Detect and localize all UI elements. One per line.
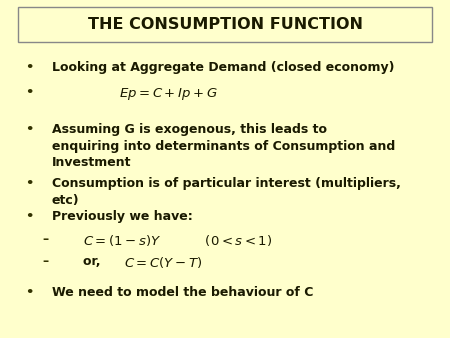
Text: •: • [25, 177, 33, 190]
Text: or,: or, [83, 255, 114, 268]
Text: •: • [25, 210, 33, 222]
Text: •: • [25, 123, 33, 136]
FancyBboxPatch shape [18, 7, 432, 42]
Text: Assuming G is exogenous, this leads to
enquiring into determinants of Consumptio: Assuming G is exogenous, this leads to e… [52, 123, 395, 169]
Text: •: • [25, 86, 33, 99]
Text: Looking at Aggregate Demand (closed economy): Looking at Aggregate Demand (closed econ… [52, 61, 394, 74]
Text: Previously we have:: Previously we have: [52, 210, 193, 222]
Text: $\mathit{Ep = C + Ip + G}$: $\mathit{Ep = C + Ip + G}$ [119, 86, 218, 102]
Text: Consumption is of particular interest (multipliers,
etc): Consumption is of particular interest (m… [52, 177, 400, 207]
Text: –: – [43, 255, 49, 268]
Text: –: – [43, 233, 49, 246]
Text: •: • [25, 286, 33, 298]
Text: •: • [25, 61, 33, 74]
Text: $\mathit{C = (1 - s)Y}$           $\mathit{(0 < s < 1)}$: $\mathit{C = (1 - s)Y}$ $\mathit{(0 < s … [83, 233, 273, 248]
Text: $\mathit{C = C(Y - T)}$: $\mathit{C = C(Y - T)}$ [124, 255, 202, 270]
Text: THE CONSUMPTION FUNCTION: THE CONSUMPTION FUNCTION [87, 17, 363, 32]
Text: We need to model the behaviour of C: We need to model the behaviour of C [52, 286, 313, 298]
